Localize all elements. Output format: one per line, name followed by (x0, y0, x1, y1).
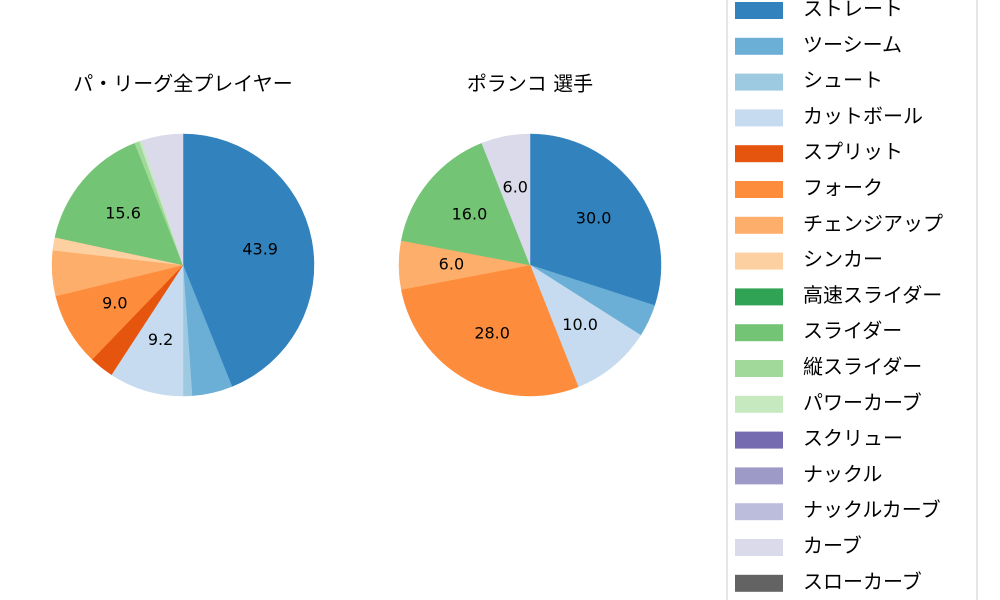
slice-label: 28.0 (474, 323, 510, 342)
legend-label: スクリュー (803, 426, 903, 450)
pie-slice (481, 133, 531, 266)
legend-label: 高速スライダー (803, 283, 942, 307)
slice-label: 30.0 (576, 208, 612, 227)
legend-swatch (735, 288, 783, 306)
legend-label: ストレート (803, 0, 903, 21)
legend-label: ツーシーム (803, 32, 902, 56)
legend-label: フォーク (803, 176, 883, 200)
legend-swatch (735, 360, 783, 377)
slice-label: 10.0 (562, 315, 598, 334)
legend-label: シュート (803, 68, 883, 92)
legend-label: スライダー (803, 319, 902, 343)
legend-label: シンカー (803, 247, 883, 271)
legend-swatch (735, 252, 783, 270)
slice-label: 16.0 (452, 204, 488, 223)
chart-title: パ・リーグ全プレイヤー (73, 72, 292, 96)
chart-title: ポランコ 選手 (467, 72, 593, 96)
legend-label: ナックルカーブ (803, 498, 941, 522)
legend-label: ナックル (803, 462, 882, 486)
legend-label: カットボール (803, 104, 923, 128)
pie-slice (141, 133, 184, 266)
legend-swatch (735, 539, 783, 556)
legend-swatch (735, 2, 783, 19)
pie-slice (182, 133, 315, 387)
legend-swatch (735, 395, 783, 413)
pie-slice (401, 142, 531, 266)
pie-slice (54, 142, 184, 266)
legend-swatch (735, 574, 783, 592)
legend-label: パワーカーブ (803, 390, 922, 414)
slice-label: 43.9 (242, 240, 278, 259)
legend-label: スプリット (803, 140, 903, 164)
legend-swatch (735, 467, 783, 485)
legend-swatch (735, 73, 783, 91)
legend-label: 縦スライダー (803, 355, 922, 379)
legend-swatch (735, 431, 783, 449)
legend-swatch (735, 216, 783, 234)
pie-slice (401, 264, 579, 397)
legend-label: チェンジアップ (803, 211, 943, 235)
legend-label: カーブ (803, 534, 862, 558)
legend-label: スローカーブ (803, 569, 922, 593)
legend-swatch (735, 37, 783, 55)
slice-label: 9.2 (148, 330, 173, 349)
pie-slice (529, 133, 662, 306)
slice-label: 9.0 (102, 294, 127, 313)
legend-swatch (735, 145, 783, 163)
pie-slice (529, 264, 641, 388)
slice-label: 6.0 (503, 177, 528, 196)
legend-swatch (735, 109, 783, 127)
legend-swatch (735, 324, 783, 342)
legend-swatch (735, 181, 783, 198)
slice-label: 6.0 (439, 255, 464, 274)
legend-swatch (735, 503, 783, 521)
slice-label: 15.6 (105, 204, 141, 223)
